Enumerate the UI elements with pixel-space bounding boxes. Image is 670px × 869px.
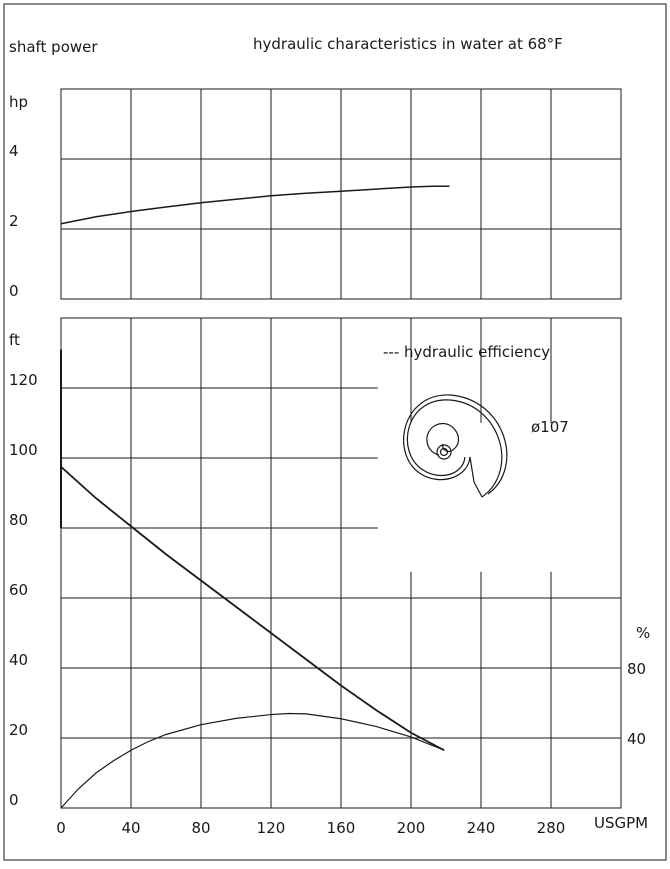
head-y-tick-label: 100 [9, 441, 38, 459]
head-y-tick-label: 0 [9, 791, 19, 809]
flow-x-tick-label: 240 [467, 819, 496, 837]
head-y-tick-label: 20 [9, 721, 28, 739]
head-y-tick-label: 80 [9, 511, 28, 529]
head-efficiency-plot: 0 20 40 60 80 100 120 0 40 80 120 160 200 240 280 40 80 [9, 317, 646, 837]
shaft-power-title: shaft power [9, 38, 98, 56]
outer-border [3, 3, 667, 861]
head-curve [60, 466, 445, 752]
head-y-tick-label: 60 [9, 581, 28, 599]
power-axis-label: hp [9, 93, 28, 111]
power-y-tick-label: 0 [9, 282, 19, 300]
flow-axis-label: USGPM [594, 814, 648, 832]
impeller-drawing-icon [403, 394, 508, 498]
efficiency-curve [60, 712, 445, 809]
flow-x-tick-label: 200 [397, 819, 426, 837]
power-y-tick-label: 2 [9, 212, 19, 230]
efficiency-y-tick-label: 80 [627, 660, 646, 678]
efficiency-axis-label: % [636, 624, 650, 642]
chart-title: hydraulic characteristics in water at 68… [253, 35, 563, 53]
power-y-tick-label: 4 [9, 142, 19, 160]
flow-x-tick-label: 40 [121, 819, 140, 837]
efficiency-y-tick-label: 40 [627, 730, 646, 748]
efficiency-legend: --- hydraulic efficiency [383, 343, 550, 361]
impeller-diameter-label: ø107 [531, 418, 569, 436]
flow-x-tick-label: 80 [191, 819, 210, 837]
head-axis-label: ft [9, 331, 20, 349]
flow-x-tick-label: 280 [537, 819, 566, 837]
shaft-power-curve [60, 185, 450, 225]
flow-x-tick-label: 0 [56, 819, 66, 837]
flow-x-tick-label: 160 [327, 819, 356, 837]
head-y-tick-label: 120 [9, 371, 38, 389]
head-y-tick-label: 40 [9, 651, 28, 669]
shaft-power-plot: 0 2 4 [9, 88, 622, 300]
flow-x-tick-label: 120 [257, 819, 286, 837]
